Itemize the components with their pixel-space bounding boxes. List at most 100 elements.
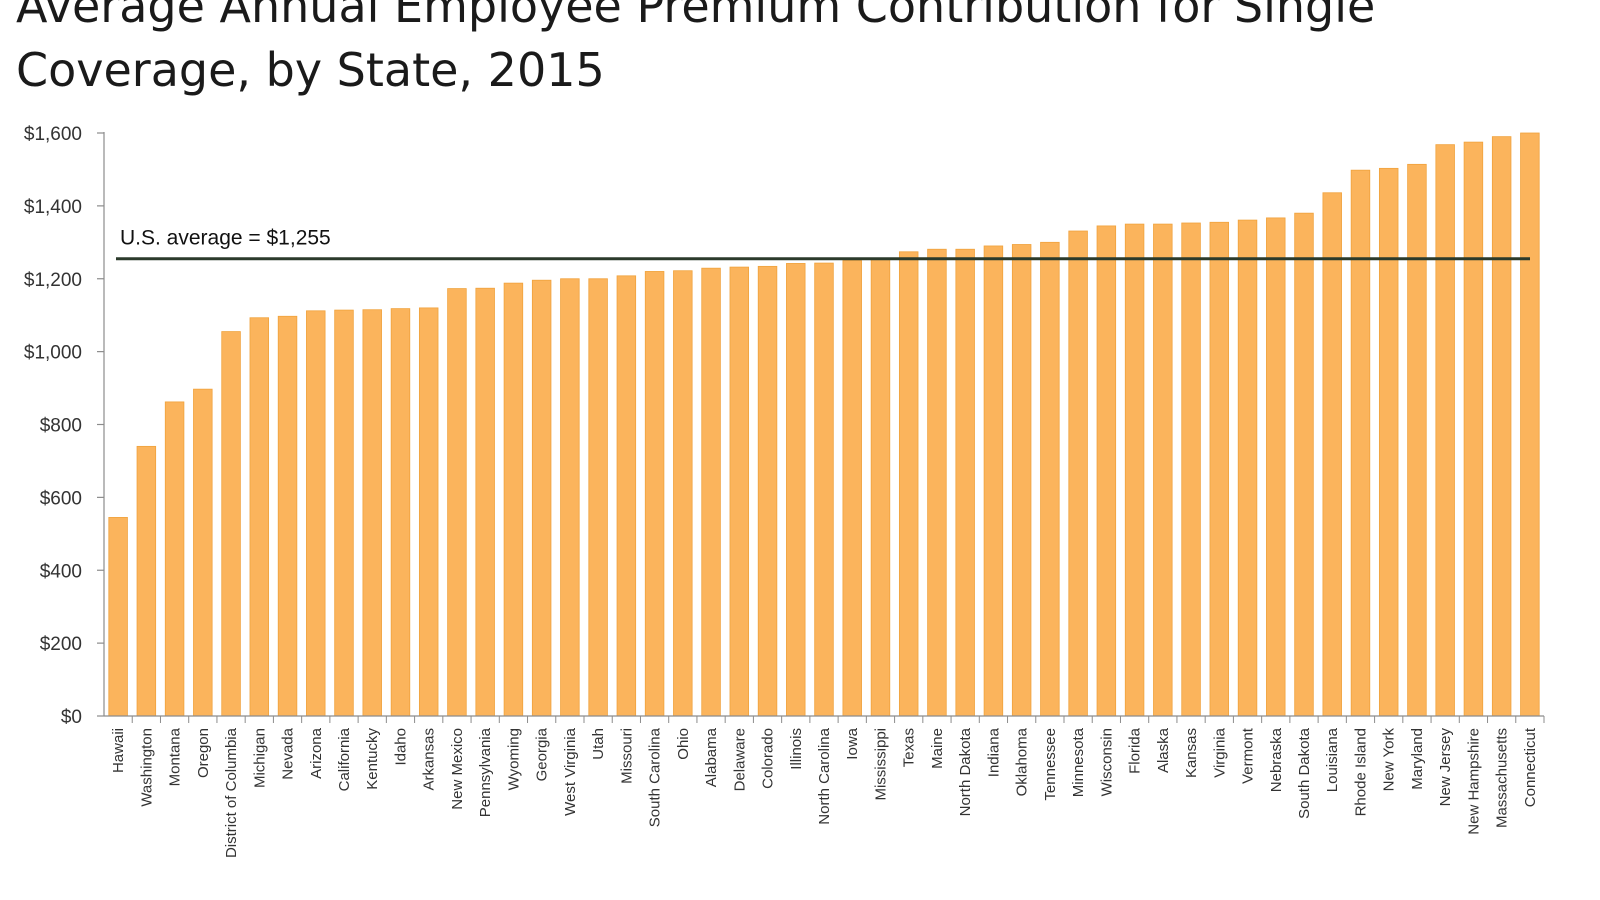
bar-texas [898,251,919,717]
x-category-label: Georgia [534,727,551,781]
y-tick-label: $800 [40,416,82,437]
x-category-label: New Mexico [449,728,466,810]
bar-minnesota [1068,230,1088,717]
x-category-label: Montana [167,727,184,786]
x-category-label: Nevada [280,727,297,779]
x-category-label: Virginia [1211,727,1228,777]
bar-alaska [1153,223,1173,717]
y-tick-label: $1,200 [24,270,82,291]
x-category-label: California [336,727,353,791]
x-category-label: Ohio [675,728,692,760]
bar-wisconsin [1096,225,1117,717]
reference-line-group: U.S. average = $1,255 [116,227,1530,261]
x-category-label: Hawaii [110,728,127,773]
x-category-label: Oklahoma [1014,727,1031,796]
x-category-label: Vermont [1240,727,1257,784]
x-category-label: Alaska [1155,727,1172,773]
x-category-label: Florida [1127,727,1144,774]
chart-title: Average Annual Employee Premium Contribu… [16,0,1376,97]
bar-montana [164,401,185,717]
x-category-label: Nebraska [1268,727,1285,792]
x-category-label: Idaho [392,728,409,766]
bar-hawaii [108,517,128,717]
y-tick-label: $1,000 [24,343,82,364]
x-category-label: North Carolina [816,727,833,824]
bar-kansas [1181,222,1201,717]
x-category-label: West Virginia [562,727,579,815]
x-category-label: Tennessee [1042,728,1059,801]
bar-ohio [673,270,693,717]
x-category-label: Maryland [1409,728,1426,790]
bar-washington [136,445,157,717]
bar-south-dakota [1294,212,1314,717]
x-category-label: Arkansas [421,728,438,791]
x-category-label: Washington [138,728,155,807]
bar-colorado [757,265,778,717]
x-category-label: Iowa [844,727,861,759]
x-category-label: Connecticut [1522,727,1539,807]
bar-massachusetts [1491,136,1512,717]
bar-mississippi [870,257,891,717]
y-axis: $0 $200 $400 $600 $800 $1,000 $1,200 $1,400 $1,6… [24,124,105,728]
x-category-label: Rhode Island [1352,728,1369,816]
x-category-label: Wyoming [505,728,522,790]
bar-idaho [390,308,411,717]
y-tick-label: $600 [40,488,82,509]
bar-indiana [983,245,1004,717]
bar-rhode-island [1350,169,1371,717]
bar-georgia [531,279,552,717]
bar-missouri [616,275,637,717]
bar-california [334,309,354,717]
us-average-label: U.S. average = $1,255 [120,227,331,250]
bar-new-jersey [1435,144,1455,717]
x-category-label: District of Columbia [223,727,240,858]
x-category-label: New Jersey [1437,728,1454,807]
x-category-label: Missouri [618,728,635,784]
x-category-label: Illinois [788,728,805,770]
x-category-label: Arizona [308,727,325,779]
bar-north-carolina [814,262,834,717]
bar-oregon [193,388,213,717]
x-category-label: Mississippi [872,728,889,801]
bars [108,132,1540,717]
bar-district-of-columbia [221,331,241,717]
bar-new-mexico [447,288,467,717]
bar-nevada [277,315,298,717]
x-category-label: Michigan [251,728,268,788]
bar-connecticut [1520,132,1540,717]
x-category-label: Oregon [195,728,212,778]
bar-delaware [729,266,750,717]
x-category-label: Kansas [1183,728,1200,778]
bar-florida [1124,223,1145,717]
bar-maryland [1407,163,1427,717]
bar-west-virginia [560,278,580,717]
y-tick-label: $0 [61,707,82,728]
x-category-label: Delaware [731,728,748,791]
x-category-label: Maine [929,728,946,769]
bar-michigan [249,317,270,717]
x-category-label: Alabama [703,727,720,787]
bar-tennessee [1040,241,1060,717]
x-category-label: Louisiana [1324,727,1341,792]
y-tick-label: $1,600 [24,124,82,145]
x-category-label: Kentucky [364,728,381,790]
bar-alabama [701,267,721,717]
x-category-label: Utah [590,728,607,760]
bar-kentucky [362,309,382,717]
bar-oklahoma [1011,244,1032,717]
x-category-label: Texas [901,728,918,767]
bar-maine [927,248,947,717]
x-category-label: Massachusetts [1494,728,1511,828]
y-tick-label: $1,400 [24,197,82,218]
y-tick-label: $400 [40,561,82,582]
x-axis: Hawaii Washington Montana Oregon District of… [104,715,1545,858]
x-category-label: Colorado [760,728,777,789]
x-category-label: Minnesota [1070,727,1087,797]
bar-new-hampshire [1463,141,1484,717]
bar-arizona [306,310,326,717]
bar-louisiana [1322,192,1342,717]
bar-new-york [1378,167,1399,717]
x-category-label: South Carolina [647,727,664,827]
x-category-label: New Hampshire [1465,728,1482,835]
